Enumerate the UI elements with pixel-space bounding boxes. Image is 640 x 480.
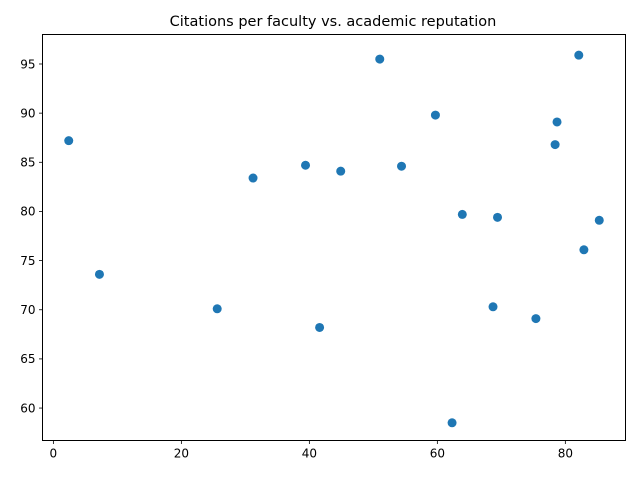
x-tick-label-80: 80: [558, 447, 573, 461]
data-point-4: [248, 173, 258, 183]
y-tick-label-75: 75: [20, 254, 35, 268]
data-point-1: [64, 136, 74, 146]
y-tick-label-60: 60: [20, 401, 35, 415]
data-points: [64, 50, 604, 428]
data-point-13: [488, 302, 498, 312]
data-point-19: [579, 245, 589, 255]
data-point-7: [336, 166, 346, 176]
y-tick-label-70: 70: [20, 303, 35, 317]
x-tick-label-40: 40: [302, 447, 317, 461]
data-point-12: [457, 209, 467, 219]
data-point-6: [315, 322, 325, 332]
x-tick-label-0: 0: [50, 447, 58, 461]
data-point-9: [397, 161, 407, 171]
x-tick-label-60: 60: [430, 447, 445, 461]
data-point-18: [574, 50, 584, 60]
data-point-3: [212, 304, 222, 314]
data-point-14: [493, 212, 503, 222]
data-point-16: [550, 140, 560, 150]
data-point-17: [552, 117, 562, 127]
data-point-2: [94, 269, 104, 279]
data-point-20: [594, 215, 604, 225]
y-tick-label-80: 80: [20, 205, 35, 219]
data-point-10: [430, 110, 440, 120]
y-axis: 60 65 70 75 80 85 90 95: [20, 57, 43, 415]
data-point-15: [531, 314, 541, 324]
y-tick-label-95: 95: [20, 57, 35, 71]
y-tick-label-85: 85: [20, 156, 35, 170]
plot-frame: [42, 34, 626, 441]
data-point-5: [301, 160, 311, 170]
data-point-11: [447, 418, 457, 428]
x-axis: 0 20 40 60 80: [50, 440, 573, 461]
y-tick-label-65: 65: [20, 352, 35, 366]
x-tick-label-20: 20: [174, 447, 189, 461]
y-tick-label-90: 90: [20, 106, 35, 120]
data-point-8: [375, 54, 385, 64]
chart-title: Citations per faculty vs. academic reput…: [170, 14, 497, 30]
